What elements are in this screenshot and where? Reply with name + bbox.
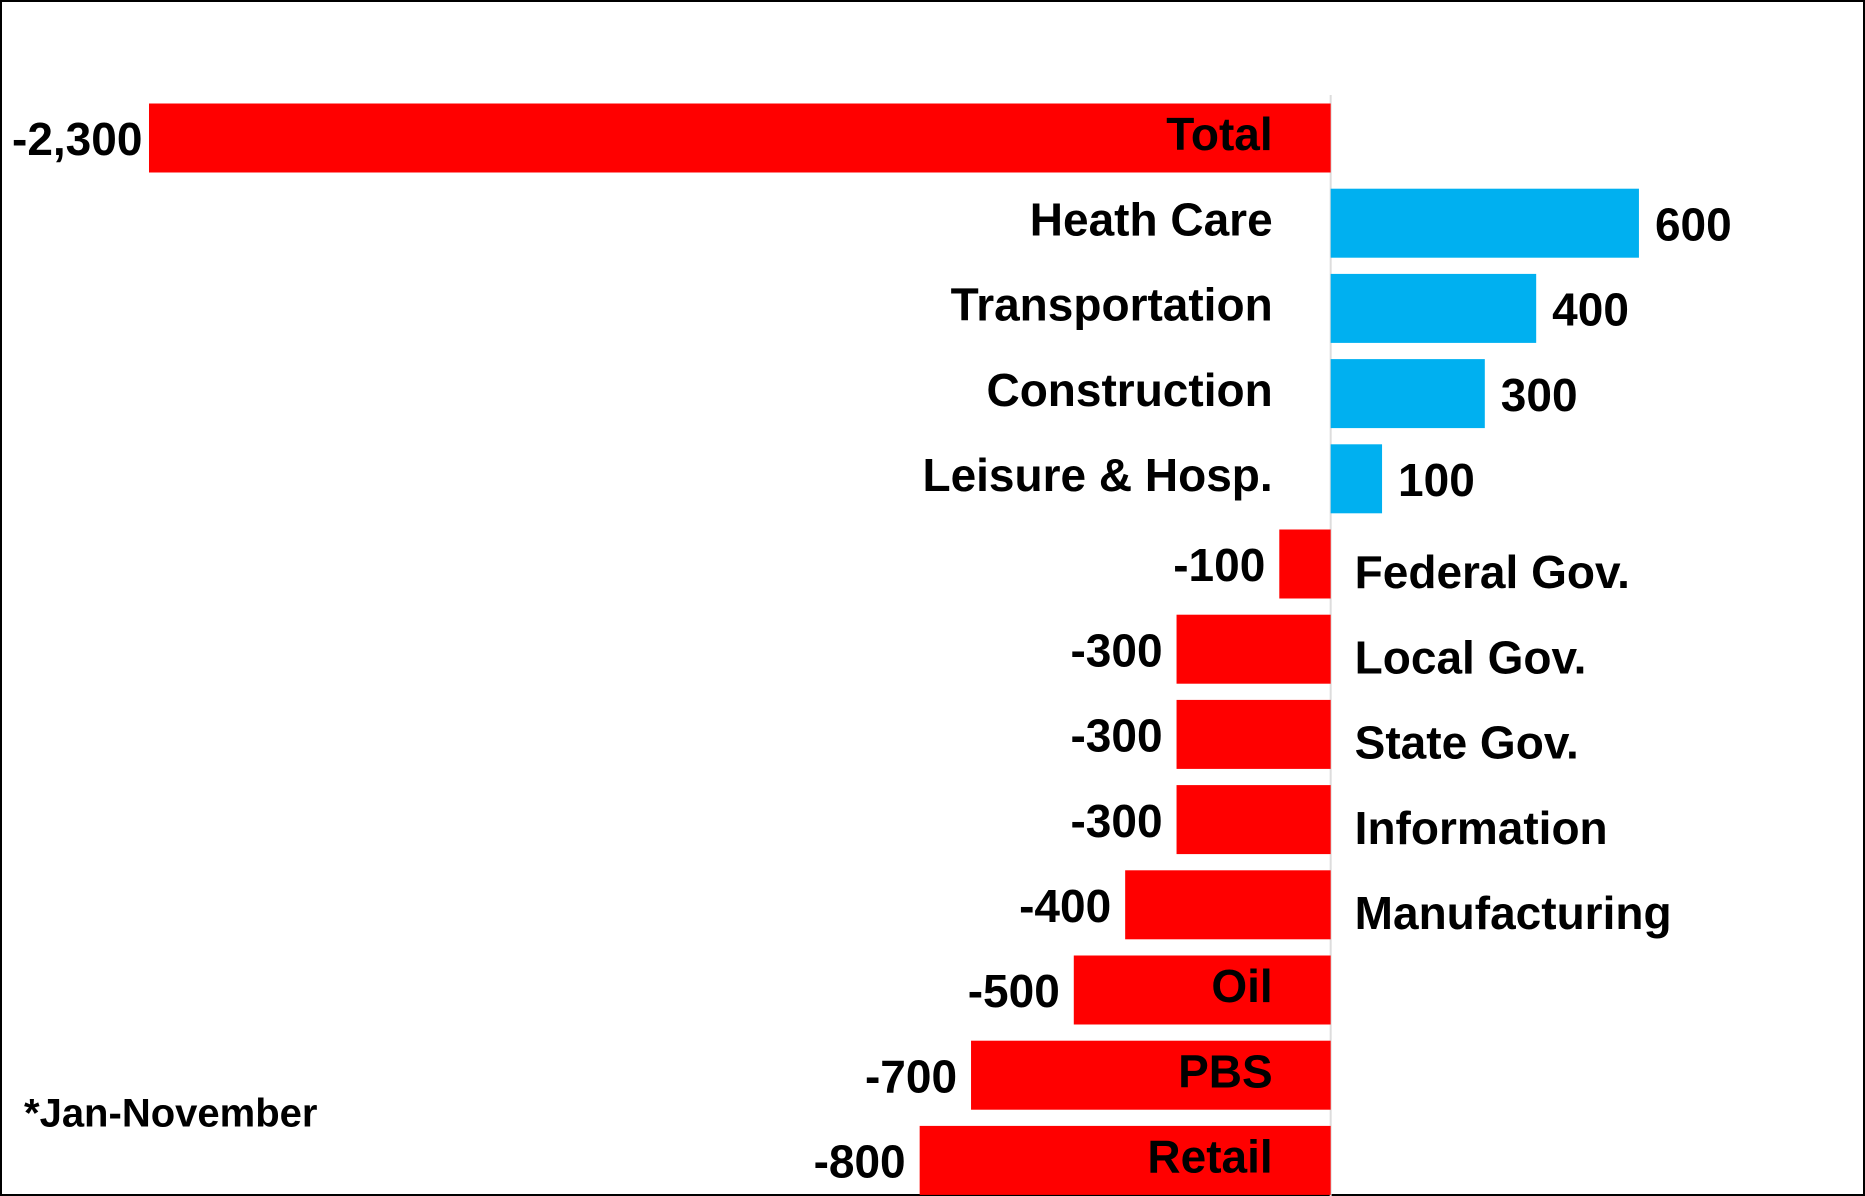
annotation: *Jan-November [24, 1092, 317, 1136]
bar [1279, 529, 1331, 599]
value-label: -2,300 [12, 113, 142, 165]
value-label: 300 [1501, 369, 1578, 421]
category-label: Local Gov. [1355, 631, 1587, 683]
category-label: Total [1166, 108, 1272, 160]
category-label: Construction [986, 364, 1272, 416]
category-label: Retail [1147, 1131, 1272, 1183]
value-label: -800 [814, 1136, 906, 1188]
value-label: -700 [865, 1050, 957, 1102]
category-label: Oil [1211, 960, 1272, 1012]
category-label: Heath Care [1030, 193, 1273, 245]
value-label: -300 [1070, 624, 1162, 676]
bar [1176, 699, 1331, 769]
bar [1176, 614, 1331, 684]
bar [148, 103, 1331, 173]
bar [1176, 785, 1331, 855]
category-label: State Gov. [1355, 717, 1579, 769]
value-label: -100 [1173, 539, 1265, 591]
bar [919, 1125, 1331, 1195]
bar [1073, 955, 1331, 1025]
category-label: PBS [1178, 1045, 1273, 1097]
value-label: 600 [1655, 198, 1732, 250]
value-label: -300 [1070, 710, 1162, 762]
value-label: -400 [1019, 880, 1111, 932]
value-label: 400 [1552, 284, 1629, 336]
bar [1330, 273, 1537, 343]
bar [1330, 188, 1639, 258]
bar [971, 1040, 1331, 1110]
value-label: 100 [1398, 454, 1475, 506]
value-label: -500 [968, 965, 1060, 1017]
bar [1330, 444, 1383, 514]
category-label: Leisure & Hosp. [922, 449, 1272, 501]
bar [1125, 870, 1331, 940]
category-label: Information [1355, 802, 1608, 854]
category-label: Manufacturing [1355, 887, 1672, 939]
bar [1330, 359, 1485, 429]
category-label: Transportation [951, 279, 1273, 331]
value-label: -300 [1070, 795, 1162, 847]
category-label: Federal Gov. [1355, 546, 1630, 598]
